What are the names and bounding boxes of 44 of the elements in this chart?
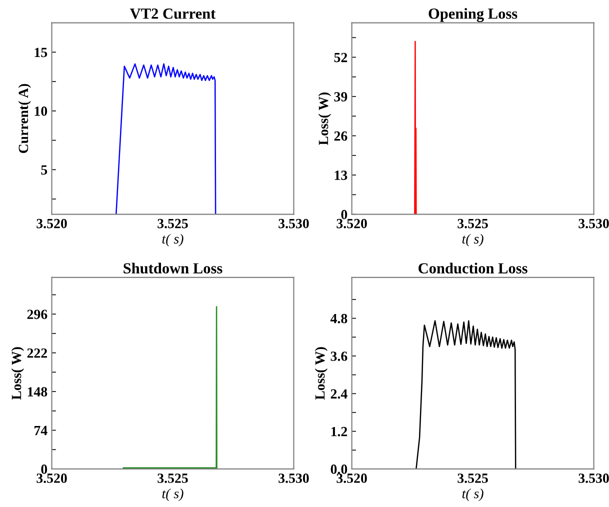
x-tick-label: 3.525	[158, 218, 188, 228]
y-tick-label: 15	[34, 48, 48, 58]
y-axis-title: Loss( W)	[314, 347, 328, 400]
y-tick-label: 0.0	[330, 464, 348, 474]
x-axis-title: t( s)	[462, 234, 484, 246]
chart-title: Conduction Loss	[418, 262, 528, 274]
line-series	[116, 63, 216, 214]
x-tick-label: 3.530	[278, 474, 309, 483]
x-tick-label: 3.520	[36, 474, 67, 483]
y-tick-label: 2.4	[330, 389, 348, 399]
chart-title: VT2 Current	[130, 8, 216, 19]
y-axis-title: Loss( W)	[318, 92, 331, 146]
x-tick-label: 3.525	[458, 218, 488, 228]
y-axis-title: Current( A)	[18, 84, 31, 154]
y-tick-label: 0	[341, 210, 348, 220]
y-tick-label: 0	[41, 464, 48, 474]
y-tick-label: 4.8	[330, 314, 348, 324]
x-tick-label: 3.525	[458, 474, 488, 483]
x-tick-label: 3.520	[336, 218, 367, 228]
y-tick-label: 13	[334, 170, 348, 180]
x-tick-label: 3.530	[578, 218, 609, 228]
y-tick-label: 148	[28, 387, 48, 396]
x-tick-label: 3.520	[336, 474, 367, 483]
y-tick-label: 296	[27, 310, 48, 320]
y-tick-label: 1.2	[331, 426, 348, 436]
x-tick-label: 3.520	[36, 218, 67, 228]
y-tick-label: 26	[334, 131, 348, 141]
y-tick-label: 3.6	[330, 352, 348, 361]
line-series	[416, 320, 516, 469]
y-tick-label: 222	[27, 348, 47, 358]
chart-title: Opening Loss	[428, 8, 518, 22]
y-axis-title: Loss( W)	[11, 347, 24, 400]
chart-title: Shutdown Loss	[124, 262, 222, 274]
x-axis-title: t( s)	[162, 234, 184, 246]
x-axis-title: t( s)	[162, 488, 184, 502]
x-tick-label: 3.525	[158, 474, 188, 483]
y-tick-label: 74	[34, 426, 48, 436]
x-axis-title: t( s)	[462, 488, 484, 502]
y-tick-label: 52	[334, 52, 348, 62]
x-tick-label: 3.530	[278, 218, 309, 228]
y-tick-label: 39	[334, 92, 348, 102]
x-tick-label: 3.530	[578, 474, 609, 483]
y-tick-label: 5	[41, 165, 48, 175]
y-tick-label: 10	[34, 106, 48, 116]
